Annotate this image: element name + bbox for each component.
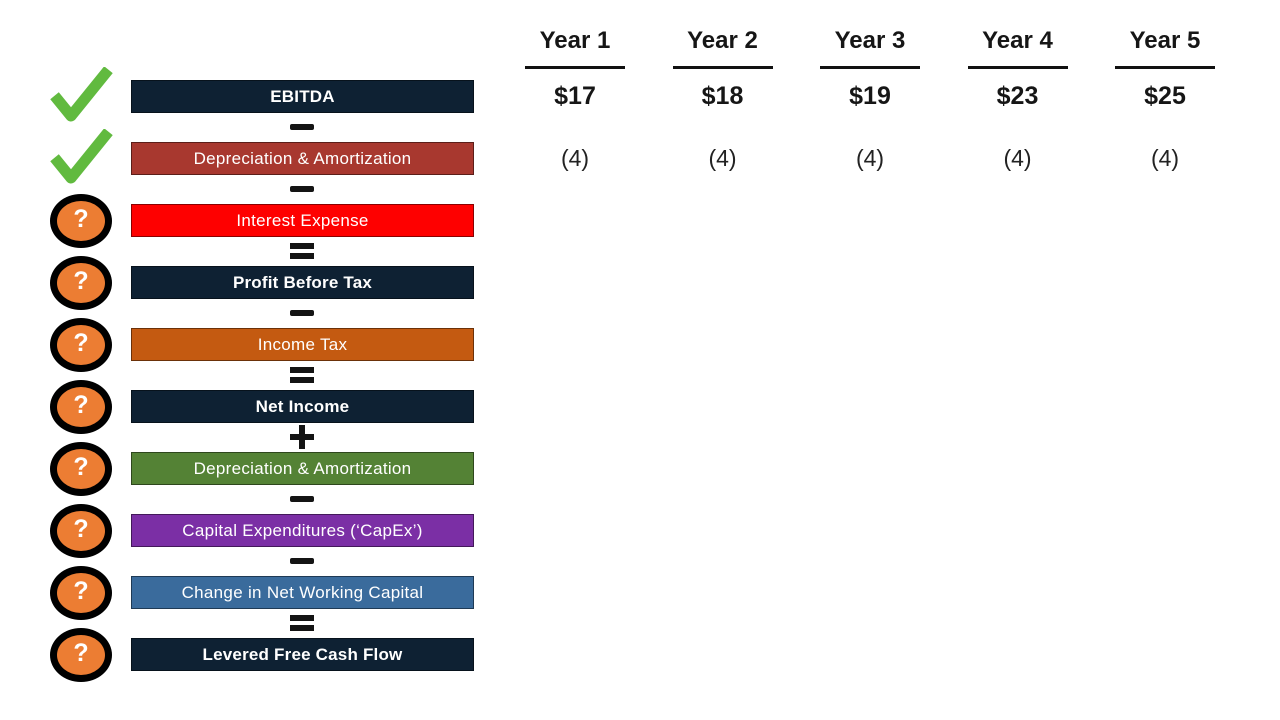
year-column: Year 2 $18 (4) xyxy=(648,22,798,173)
flow-bar: Depreciation & Amortization xyxy=(131,142,474,175)
flow-bar: Net Income xyxy=(131,390,474,423)
question-mark-glyph: ? xyxy=(73,205,89,233)
flow-bar: Capital Expenditures (‘CapEx’) xyxy=(131,514,474,547)
minus-operator-icon xyxy=(290,558,314,564)
question-mark-icon: ? xyxy=(50,441,112,496)
depreciation-amortization-value: (4) xyxy=(560,145,590,171)
ebitda-value: $25 xyxy=(1144,82,1186,110)
ebitda-value: $19 xyxy=(849,82,891,110)
flow-bar: Depreciation & Amortization xyxy=(131,452,474,485)
question-mark-icon: ? xyxy=(50,627,112,682)
flow-bar-label: Income Tax xyxy=(257,334,348,354)
flow-bar-label: EBITDA xyxy=(270,86,335,106)
flow-bar: Profit Before Tax xyxy=(131,266,474,299)
year-header: Year 5 xyxy=(1129,27,1201,54)
year-column: Year 1 $17 (4) xyxy=(500,22,650,173)
header-underline xyxy=(525,66,625,69)
question-mark-glyph: ? xyxy=(73,391,89,419)
depreciation-amortization-value: (4) xyxy=(1150,145,1180,171)
check-icon xyxy=(48,127,114,187)
year-header: Year 2 xyxy=(687,27,758,54)
year-header: Year 4 xyxy=(982,27,1053,54)
question-mark-icon: ? xyxy=(50,379,112,434)
question-mark-glyph: ? xyxy=(73,515,89,543)
depreciation-amortization-value: (4) xyxy=(855,145,885,171)
year-header: Year 1 xyxy=(539,27,611,54)
minus-operator-icon xyxy=(290,310,314,316)
header-underline xyxy=(967,66,1068,69)
question-mark-icon: ? xyxy=(50,193,112,248)
header-underline xyxy=(1115,66,1215,69)
ebitda-value: $17 xyxy=(554,82,596,110)
depreciation-amortization-value: (4) xyxy=(708,145,737,171)
question-mark-glyph: ? xyxy=(73,577,89,605)
flow-bar-label: Levered Free Cash Flow xyxy=(202,644,403,664)
flow-bar-label: Profit Before Tax xyxy=(232,272,373,292)
question-mark-icon: ? xyxy=(50,255,112,310)
equals-operator-icon xyxy=(290,367,314,383)
flow-bar: Change in Net Working Capital xyxy=(131,576,474,609)
question-mark-glyph: ? xyxy=(73,453,89,481)
header-underline xyxy=(672,66,773,69)
flow-bar: Levered Free Cash Flow xyxy=(131,638,474,671)
question-mark-icon: ? xyxy=(50,317,112,372)
question-mark-glyph: ? xyxy=(73,639,89,667)
question-mark-icon: ? xyxy=(50,565,112,620)
question-mark-glyph: ? xyxy=(73,329,89,357)
question-mark-glyph: ? xyxy=(73,267,89,295)
minus-operator-icon xyxy=(290,496,314,502)
year-header: Year 3 xyxy=(834,27,906,54)
year-column: Year 5 $25 (4) xyxy=(1090,22,1240,173)
ebitda-value: $23 xyxy=(996,82,1039,110)
flow-bar: Interest Expense xyxy=(131,204,474,237)
year-column: Year 3 $19 (4) xyxy=(795,22,945,173)
equals-operator-icon xyxy=(290,615,314,631)
flow-bar-label: Change in Net Working Capital xyxy=(181,582,424,602)
flow-bar-label: Interest Expense xyxy=(236,210,369,230)
equals-operator-icon xyxy=(290,243,314,259)
flow-bar-label: Net Income xyxy=(255,396,350,416)
year-column: Year 4 $23 (4) xyxy=(943,22,1093,173)
flow-bar: Income Tax xyxy=(131,328,474,361)
minus-operator-icon xyxy=(290,124,314,130)
ebitda-value: $18 xyxy=(701,82,744,110)
flow-bar-label: Depreciation & Amortization xyxy=(193,148,412,168)
plus-operator-icon xyxy=(290,425,314,449)
header-underline xyxy=(820,66,920,69)
depreciation-amortization-value: (4) xyxy=(1003,145,1032,171)
flow-bar-label: Capital Expenditures (‘CapEx’) xyxy=(182,520,423,540)
flow-bar: EBITDA xyxy=(131,80,474,113)
flow-bar-label: Depreciation & Amortization xyxy=(193,458,412,478)
check-icon xyxy=(48,65,114,125)
question-mark-icon: ? xyxy=(50,503,112,558)
minus-operator-icon xyxy=(290,186,314,192)
